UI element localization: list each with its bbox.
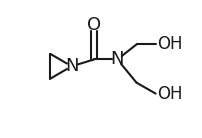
Text: OH: OH — [157, 35, 182, 53]
Text: OH: OH — [157, 85, 182, 103]
Text: N: N — [65, 57, 78, 75]
Text: N: N — [111, 50, 124, 68]
Text: O: O — [87, 16, 101, 34]
